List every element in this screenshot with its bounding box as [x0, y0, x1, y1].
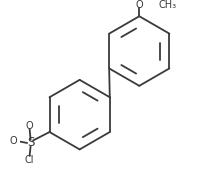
- Text: O: O: [135, 0, 143, 10]
- Text: Cl: Cl: [25, 155, 34, 165]
- Text: O: O: [26, 120, 33, 131]
- Text: S: S: [27, 136, 34, 149]
- Text: CH₃: CH₃: [158, 0, 176, 10]
- Text: O: O: [9, 136, 17, 146]
